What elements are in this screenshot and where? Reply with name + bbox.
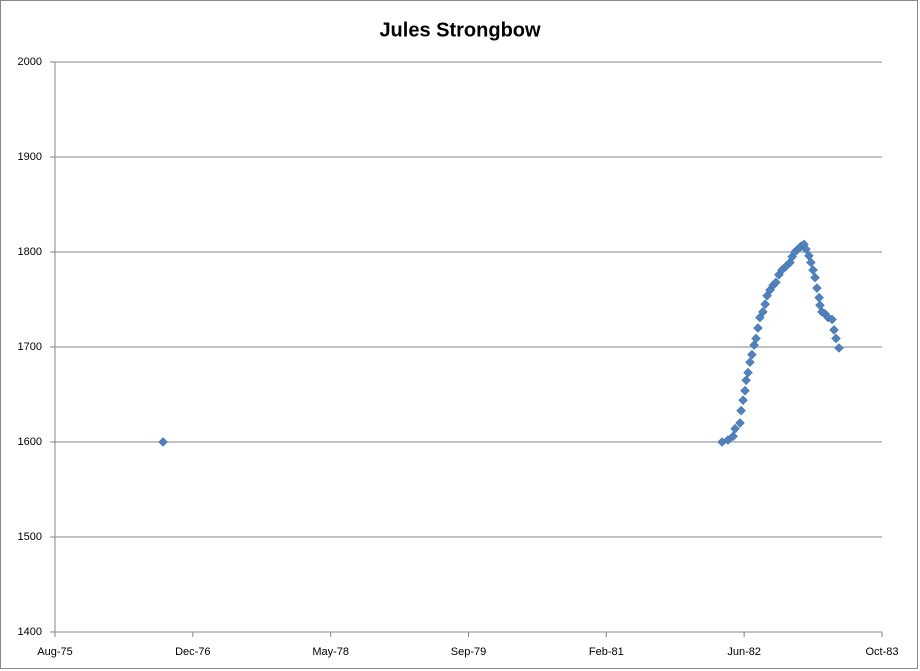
- data-point: [760, 299, 770, 310]
- data-point: [738, 395, 748, 406]
- data-point: [806, 257, 816, 268]
- data-point: [730, 423, 740, 434]
- data-point: [753, 323, 763, 333]
- y-tick-label: 1600: [18, 436, 42, 448]
- data-point: [749, 340, 759, 350]
- y-tick-label: 1900: [18, 151, 42, 163]
- data-point: [808, 265, 818, 275]
- y-tick-label: 1800: [18, 246, 42, 258]
- y-tick-label: 1700: [18, 341, 42, 353]
- data-point: [736, 405, 746, 416]
- data-point: [745, 357, 755, 368]
- data-point: [812, 283, 822, 293]
- data-point: [831, 333, 841, 344]
- data-point: [728, 431, 738, 442]
- y-tick-label: 1400: [18, 626, 42, 638]
- y-tick-label: 2000: [18, 56, 42, 68]
- data-point: [740, 385, 750, 396]
- data-point: [827, 314, 837, 325]
- y-tick-label: 1500: [18, 531, 42, 543]
- data-point: [743, 367, 753, 378]
- data-point: [158, 437, 168, 447]
- data-point: [829, 325, 839, 335]
- x-tick-label: Aug-75: [37, 646, 72, 658]
- data-point: [747, 349, 757, 360]
- data-point: [758, 306, 768, 317]
- data-point: [834, 343, 844, 353]
- data-point: [751, 333, 761, 344]
- data-point: [771, 277, 781, 288]
- x-tick-label: Sep-79: [451, 646, 486, 658]
- x-tick-label: Oct-83: [865, 646, 898, 658]
- x-tick-label: Dec-76: [175, 646, 210, 658]
- data-point: [741, 375, 751, 386]
- data-point: [735, 418, 745, 428]
- x-tick-label: Feb-81: [589, 646, 624, 658]
- data-point: [801, 244, 811, 255]
- data-point: [810, 272, 820, 283]
- x-tick-label: May-78: [312, 646, 349, 658]
- chart-title: Jules Strongbow: [379, 19, 541, 41]
- x-tick-label: Jun-82: [727, 646, 761, 658]
